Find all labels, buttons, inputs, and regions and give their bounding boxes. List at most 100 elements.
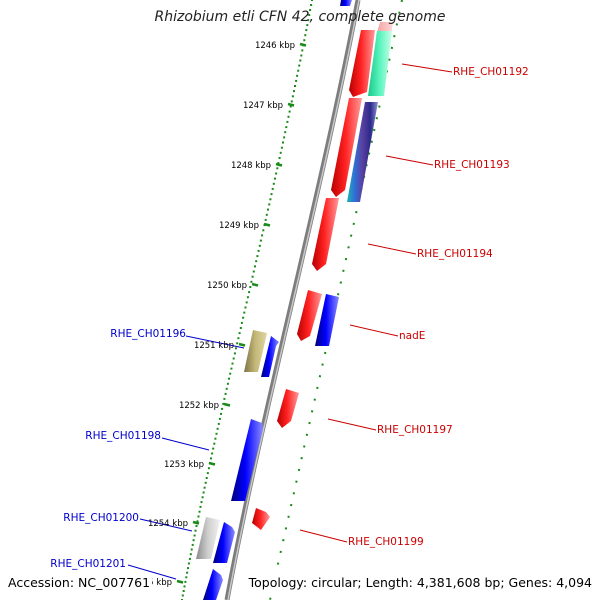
ruler-minor-tick: [265, 213, 268, 216]
ruler-minor-tick: [291, 95, 294, 98]
ruler-minor-tick: [304, 34, 307, 37]
gene-label-rhe-ch01194[interactable]: RHE_CH01194: [417, 248, 493, 260]
ruler-minor-tick: [252, 270, 255, 273]
ruler-minor-tick: [224, 392, 227, 395]
ruler-minor-tick: [205, 477, 208, 479]
gene-arrow-rhe-ch01198[interactable]: [231, 419, 263, 501]
ruler-minor-tick: [182, 590, 185, 592]
ruler-minor-tick: [218, 417, 221, 420]
gene-labels: RHE_CH01192 RHE_CH01193 RHE_CH01194 nadE…: [50, 66, 528, 570]
ruler-minor-tick: [262, 229, 265, 232]
ruler-minor-tick: [250, 280, 253, 283]
ruler-minor-tick: [190, 548, 193, 551]
ruler-minor-tick: [278, 157, 281, 159]
gene-arrow-rhe-ch01196-blue[interactable]: [261, 336, 279, 377]
gene-arrow-nade[interactable]: [297, 290, 322, 341]
ruler-minor-tick: [204, 481, 207, 484]
ruler-minor-tick: [303, 39, 306, 42]
ruler-minor-tick: [239, 327, 242, 329]
gene-arrow-rhe-ch01199[interactable]: [252, 508, 270, 530]
ruler-minor-tick: [246, 296, 249, 299]
ruler-minor-tick: [282, 141, 284, 144]
ruler-minor-tick: [276, 167, 279, 170]
ruler-minor-tick: [254, 265, 256, 268]
ruler-major-tick-4: [251, 282, 259, 287]
gene-label-rhe-ch01198[interactable]: RHE_CH01198: [85, 430, 161, 442]
gene-arrow-rhe-ch01193-b[interactable]: [347, 102, 378, 202]
ruler-major-tick-1: [287, 102, 295, 107]
gene-arrow-rhe-ch01193-a[interactable]: [331, 98, 362, 197]
gene-label-nade[interactable]: nadE: [399, 330, 425, 342]
gene-arrow-rhe-ch01194[interactable]: [312, 198, 339, 271]
gene-arrow-rhe-ch01197[interactable]: [277, 389, 299, 428]
gene-features: [196, 0, 393, 600]
ruler-minor-tick: [305, 29, 308, 32]
summary-text: Topology: circular; Length: 4,381,608 bp…: [246, 574, 594, 591]
gene-arrow-rhe-ch01192-a[interactable]: [349, 30, 375, 97]
gene-label-rhe-ch01192[interactable]: RHE_CH01192: [453, 66, 529, 78]
ruler-minor-tick: [220, 412, 222, 415]
ruler-minor-tick: [194, 529, 197, 532]
ruler-minor-tick: [271, 187, 274, 190]
ruler-minor-tick: [275, 172, 278, 175]
ruler-minor-tick: [267, 208, 269, 211]
ruler-minor-tick: [202, 491, 205, 494]
ruler-minor-tick: [211, 452, 214, 455]
ruler-label-1248: 1248 kbp: [231, 161, 271, 171]
ruler-minor-tick: [295, 79, 298, 82]
ruler-minor-tick: [206, 472, 209, 475]
gene-arrow-rhe-ch01192-b[interactable]: [368, 31, 392, 96]
ruler-minor-tick: [236, 342, 239, 345]
ruler-minor-tick: [203, 486, 206, 489]
ruler-minor-tick: [270, 193, 273, 196]
ruler-minor-tick: [251, 275, 254, 278]
leader-lines: [127, 63, 453, 580]
ruler-minor-tick: [261, 234, 264, 237]
gene-arrow-rhe-ch01200-blue[interactable]: [213, 522, 235, 563]
ruler-minor-tick: [257, 249, 260, 252]
ruler-minor-tick: [222, 402, 225, 405]
gene-arrow-rhe-ch01201[interactable]: [203, 569, 223, 600]
chromosome-backbone-highlight: [227, 0, 360, 600]
chromosome-backbone: [224, 0, 361, 600]
ruler-minor-tick: [249, 286, 252, 288]
ruler-label-1249: 1249 kbp: [219, 221, 259, 231]
ruler-minor-tick: [185, 576, 188, 579]
gene-label-rhe-ch01193[interactable]: RHE_CH01193: [434, 159, 510, 171]
ruler-minor-tick: [293, 90, 295, 93]
gene-label-rhe-ch01200[interactable]: RHE_CH01200: [63, 512, 139, 524]
ruler-major-tick-0: [299, 42, 307, 47]
ruler-label-1246: 1246 kbp: [255, 41, 295, 51]
ruler-label-1250: 1250 kbp: [207, 281, 247, 291]
gene-label-rhe-ch01199[interactable]: RHE_CH01199: [348, 536, 424, 548]
ruler-minor-tick: [268, 203, 271, 206]
ruler-minor-tick: [228, 377, 230, 380]
ruler-minor-tick: [274, 177, 276, 180]
gene-label-rhe-ch01201[interactable]: RHE_CH01201: [50, 558, 126, 570]
ruler-major-tick-2: [275, 162, 283, 167]
gene-label-rhe-ch01197[interactable]: RHE_CH01197: [377, 424, 453, 436]
ruler-minor-tick: [255, 260, 258, 263]
ruler-major-tick-5: [238, 342, 246, 347]
ruler-minor-tick: [277, 162, 280, 165]
ruler-minor-tick: [235, 347, 237, 350]
gene-label-rhe-ch01196[interactable]: RHE_CH01196: [110, 328, 186, 340]
ruler-minor-tick: [183, 585, 186, 588]
ruler-minor-tick: [280, 146, 283, 149]
gene-arrow-nade-blue[interactable]: [315, 294, 339, 346]
ruler-minor-tick: [285, 126, 288, 129]
gene-arrow-rhe-ch01200-grey[interactable]: [196, 517, 220, 559]
ruler-minor-tick: [229, 372, 232, 375]
ruler-label-1251: 1251 kbp: [194, 341, 234, 351]
ruler-major-tick-7: [208, 461, 216, 466]
ruler-minor-tick: [226, 382, 229, 385]
ruler-minor-tick: [221, 407, 224, 410]
ruler-minor-tick: [300, 54, 303, 57]
ruler-minor-tick: [189, 553, 192, 556]
ruler-label-1253: 1253 kbp: [164, 460, 204, 470]
ruler-minor-tick: [187, 567, 189, 570]
ruler-minor-tick: [192, 539, 195, 542]
gene-arrow-partial[interactable]: [340, 0, 352, 6]
gene-arrow-rhe-ch01196-olive[interactable]: [244, 330, 267, 372]
